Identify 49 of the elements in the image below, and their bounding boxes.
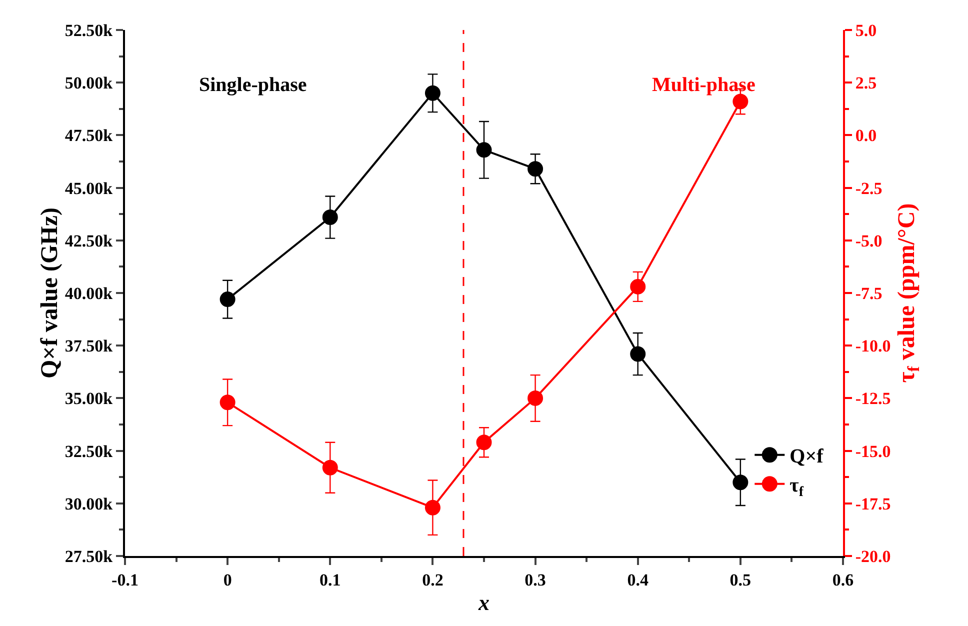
point [630,346,646,362]
x-tick-label: 0.1 [320,570,341,590]
y2-tick-label: -17.5 [855,494,891,514]
point [528,161,544,177]
y-tick-label: 37.50k [64,336,114,356]
y-tick-label: 40.00k [64,284,114,303]
y-tick-label: 50.00k [64,74,114,93]
point [732,474,748,490]
x-tick-label: -0.1 [112,570,138,590]
point [476,142,492,158]
x-tick-label: 0 [223,570,232,590]
y-tick-label: 35.00k [64,389,114,408]
point [528,390,544,406]
x-tick-label: 0.4 [627,570,649,590]
point [322,460,338,476]
y2-tick-label: 0.0 [855,126,877,146]
y2-tick-label: 2.5 [855,74,877,93]
x-tick-label: 0.3 [524,570,546,590]
point [630,278,646,294]
point [322,210,338,226]
legend-label: τ$_{f}$ [790,474,804,500]
y-tick-label: 45.00k [64,178,114,198]
y2-tick-label: -15.0 [855,442,891,461]
y2-tick-label: -7.5 [855,284,882,303]
y2-tick-label: 5.0 [855,20,877,40]
legend-label: Q×f [790,446,824,468]
y2-tick-label: -20.0 [855,546,891,566]
annotation: Multi-phase [652,74,756,96]
y2-tick-label: -12.5 [855,389,891,408]
annotation: Single-phase [199,74,307,96]
y-tick-label: 27.50k [64,546,114,566]
y-tick-label: 30.00k [64,494,114,514]
x-tick-label: 0.5 [730,570,752,590]
y2-tick-label: -10.0 [855,336,891,356]
y-tick-label: 52.50k [64,20,114,40]
point [220,292,236,308]
y2-tick-label: -2.5 [855,178,882,198]
point [220,394,236,410]
y-axis-title: Q×f value (GHz) [36,208,63,378]
point [476,434,492,450]
y-tick-label: 32.50k [64,442,114,461]
point [424,85,440,101]
x-axis-title: x [478,590,490,615]
x-tick-label: 0.2 [422,570,444,590]
y-tick-label: 42.50k [64,231,114,250]
point [424,500,440,516]
x-tick-label: 0.6 [832,570,854,590]
y2-tick-label: -5.0 [855,231,882,250]
y-tick-label: 47.50k [64,126,114,146]
